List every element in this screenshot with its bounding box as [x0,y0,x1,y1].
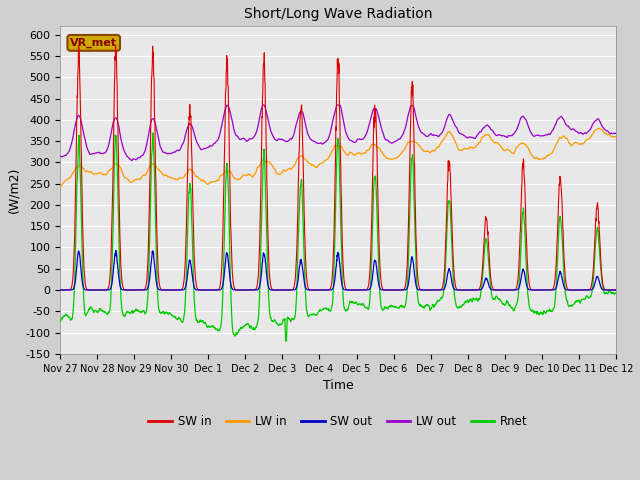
Title: Short/Long Wave Radiation: Short/Long Wave Radiation [244,7,432,21]
Legend: SW in, LW in, SW out, LW out, Rnet: SW in, LW in, SW out, LW out, Rnet [143,410,532,433]
Y-axis label: (W/m2): (W/m2) [7,167,20,213]
Text: VR_met: VR_met [70,38,117,48]
X-axis label: Time: Time [323,379,353,392]
